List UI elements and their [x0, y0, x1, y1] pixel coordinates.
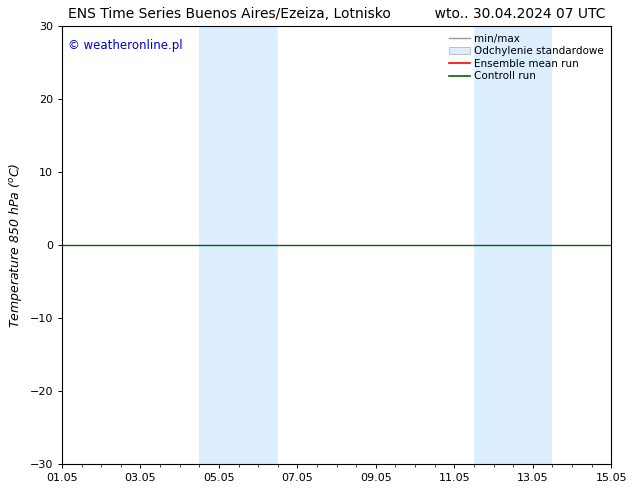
Title: ENS Time Series Buenos Aires/Ezeiza, Lotnisko          wto.. 30.04.2024 07 UTC: ENS Time Series Buenos Aires/Ezeiza, Lot…	[68, 7, 605, 21]
Y-axis label: Temperature 850 hPa ($^{o}$C): Temperature 850 hPa ($^{o}$C)	[7, 162, 24, 328]
Legend: min/max, Odchylenie standardowe, Ensemble mean run, Controll run: min/max, Odchylenie standardowe, Ensembl…	[447, 31, 606, 83]
Bar	[199, 26, 278, 464]
Text: © weatheronline.pl: © weatheronline.pl	[67, 39, 182, 52]
Bar	[474, 26, 552, 464]
